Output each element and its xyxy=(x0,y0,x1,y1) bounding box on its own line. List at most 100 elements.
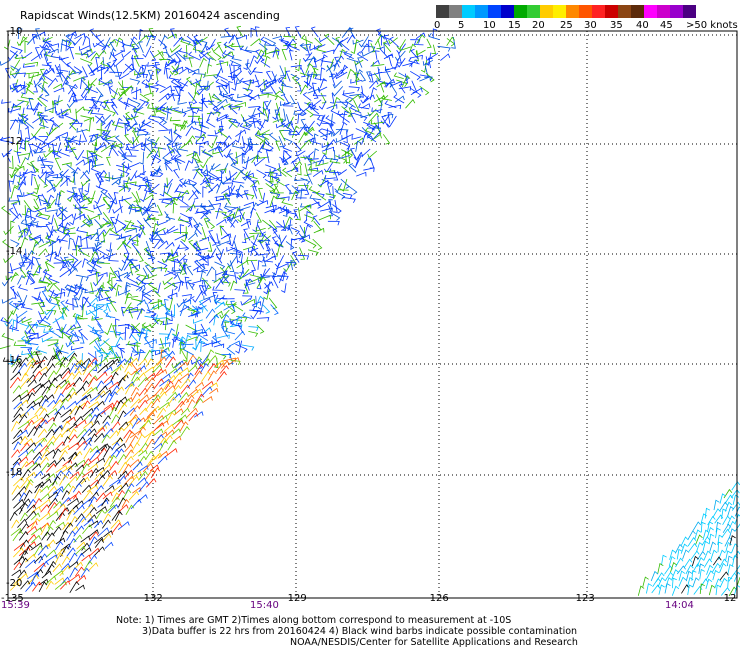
wind-barb xyxy=(124,363,133,373)
wind-barb xyxy=(707,521,714,532)
wind-barb xyxy=(68,452,78,464)
wind-barb xyxy=(129,435,139,446)
wind-barb xyxy=(224,202,238,209)
wind-barb xyxy=(89,467,99,478)
wind-barb xyxy=(290,238,296,250)
lon-label: -129 xyxy=(284,593,307,604)
wind-barb xyxy=(194,381,204,389)
wind-barb xyxy=(299,247,306,260)
wind-barb xyxy=(10,354,19,366)
wind-barb xyxy=(102,198,112,210)
wind-barb xyxy=(261,89,273,94)
wind-barb xyxy=(33,455,43,465)
wind-barb xyxy=(10,371,22,381)
wind-barb xyxy=(95,57,100,68)
wind-barb xyxy=(94,400,105,410)
wind-barb xyxy=(60,580,71,590)
wind-barb xyxy=(142,176,152,184)
wind-barb xyxy=(272,228,281,240)
wind-barb xyxy=(300,203,312,208)
wind-barb xyxy=(179,224,185,235)
wind-barb xyxy=(69,253,79,263)
wind-barb xyxy=(265,80,278,88)
wind-barb xyxy=(173,366,183,374)
wind-barb xyxy=(96,259,111,264)
wind-barb xyxy=(316,114,326,127)
wind-barb xyxy=(39,93,49,102)
wind-barb xyxy=(700,521,706,533)
wind-barb xyxy=(59,232,71,243)
wind-barb xyxy=(144,468,156,480)
wind-barb xyxy=(31,163,36,173)
wind-barb xyxy=(61,306,68,320)
wind-barb xyxy=(126,115,139,121)
wind-barb xyxy=(59,565,71,577)
wind-barb xyxy=(100,189,112,200)
wind-barb xyxy=(38,366,49,374)
wind-barb xyxy=(86,231,98,237)
wind-barb xyxy=(115,226,126,234)
wind-barb xyxy=(366,71,372,81)
wind-barb xyxy=(58,449,68,460)
wind-barb xyxy=(75,464,85,472)
wind-barb xyxy=(223,182,234,187)
wind-barb xyxy=(35,258,41,270)
wind-barb xyxy=(32,116,43,124)
wind-barb xyxy=(39,44,50,54)
wind-barb xyxy=(27,225,32,235)
wind-barb xyxy=(339,100,348,110)
wind-barb xyxy=(286,167,299,173)
wind-barb xyxy=(31,173,36,186)
wind-barb xyxy=(178,244,189,250)
wind-barb xyxy=(102,196,110,207)
wind-barb xyxy=(359,85,364,98)
wind-barb xyxy=(201,150,213,159)
wind-barb xyxy=(311,82,317,94)
wind-barb xyxy=(153,51,164,58)
wind-barb xyxy=(125,97,132,110)
wind-barbs xyxy=(0,25,456,594)
wind-barb xyxy=(39,112,48,124)
wind-barb xyxy=(248,331,259,338)
wind-barb xyxy=(88,433,98,444)
wind-barb xyxy=(129,233,141,241)
wind-barb xyxy=(17,456,29,465)
wind-barb xyxy=(27,275,35,285)
wind-barb xyxy=(264,178,274,188)
wind-barb xyxy=(194,39,208,47)
wind-barb xyxy=(171,361,181,369)
wind-barb xyxy=(156,420,169,429)
wind-barb xyxy=(96,444,108,453)
wind-barb xyxy=(229,67,242,75)
wind-barb xyxy=(687,584,694,595)
wind-barb xyxy=(171,196,184,201)
wind-barb xyxy=(24,405,35,416)
wind-barb xyxy=(661,554,667,566)
wind-barb xyxy=(126,293,139,299)
wind-barb xyxy=(213,67,222,80)
wind-barb xyxy=(113,270,123,282)
wind-barb xyxy=(192,291,202,303)
wind-barb xyxy=(64,136,76,143)
wind-barb xyxy=(269,172,274,183)
wind-barb xyxy=(118,97,130,108)
wind-barb xyxy=(216,72,228,81)
wind-barb xyxy=(38,281,50,288)
wind-barb xyxy=(291,75,302,87)
wind-barb xyxy=(320,92,327,104)
wind-barb xyxy=(147,115,159,123)
wind-barb xyxy=(37,544,49,556)
wind-barb xyxy=(325,193,336,200)
wind-barb xyxy=(19,119,30,130)
wind-barb xyxy=(337,185,349,191)
wind-barb xyxy=(69,121,77,131)
wind-barb xyxy=(715,584,721,596)
wind-barb xyxy=(276,196,290,201)
wind-barb xyxy=(29,160,40,173)
wind-barb xyxy=(273,183,280,194)
wind-barb xyxy=(133,131,139,144)
wind-barb xyxy=(228,356,240,366)
wind-barb xyxy=(94,520,104,529)
wind-barb xyxy=(215,78,228,88)
wind-barb xyxy=(706,564,714,575)
